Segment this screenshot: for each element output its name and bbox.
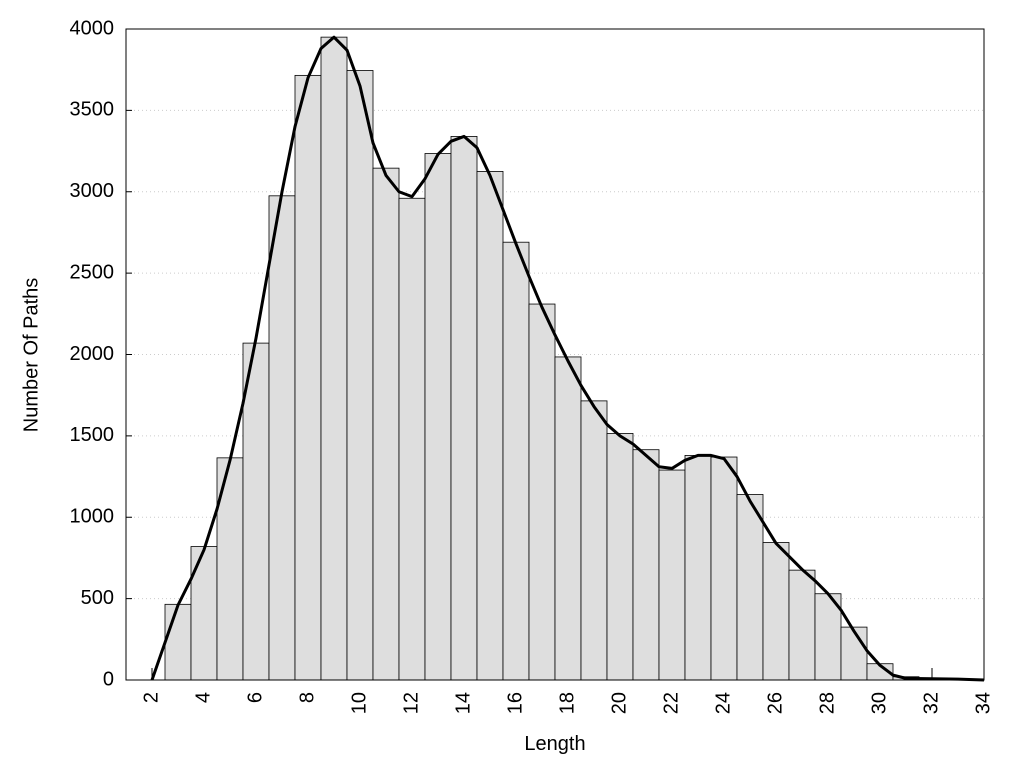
bar [398,197,426,681]
x-tick-label: 4 [192,692,214,703]
x-tick-label: 2 [140,692,162,703]
y-axis-label: Number Of Paths [20,278,42,433]
x-tick-label: 8 [296,692,318,703]
bar [476,171,504,681]
y-tick-label: 0 [103,668,114,690]
bar [242,342,270,681]
y-tick-label: 2500 [70,261,115,283]
y-tick-label: 500 [81,587,114,609]
x-tick-label: 30 [868,692,890,714]
x-tick-label: 34 [972,692,994,714]
y-tick-label: 1500 [70,424,115,446]
x-tick-label: 16 [504,692,526,714]
x-tick-label: 12 [400,692,422,714]
bar [606,433,634,681]
x-tick-label: 32 [920,692,942,714]
y-tick-label: 3000 [70,180,115,202]
x-tick-label: 28 [816,692,838,714]
x-tick-label: 10 [348,692,370,714]
bar [190,546,218,681]
bar [840,626,868,681]
x-tick-label: 24 [712,692,734,714]
bar [814,593,842,681]
bar [788,569,816,681]
bar [346,70,374,681]
plot-frame [125,28,985,681]
x-tick-label: 6 [244,692,266,703]
bar [684,455,712,681]
y-tick-label: 3500 [70,99,115,121]
x-tick-label: 20 [608,692,630,714]
bar [762,542,790,681]
bar [580,400,608,681]
y-tick-label: 1000 [70,506,115,528]
bar [372,167,400,681]
x-axis-label: Length [524,733,585,755]
bar [294,74,322,681]
y-tick-label: 2000 [70,343,115,365]
bar [710,456,738,681]
bar [320,36,348,681]
x-tick-label: 26 [764,692,786,714]
bar [632,449,660,681]
bar [658,469,686,681]
bar [450,136,478,681]
bar [164,603,192,681]
bar [502,241,530,681]
x-tick-label: 18 [556,692,578,714]
y-tick-label: 4000 [70,17,115,39]
bar [554,356,582,681]
bar [736,494,764,681]
bar [528,303,556,681]
bar [268,195,296,681]
x-tick-label: 22 [660,692,682,714]
bar [424,153,452,681]
density-line [150,35,985,682]
x-tick-label: 14 [452,692,474,714]
